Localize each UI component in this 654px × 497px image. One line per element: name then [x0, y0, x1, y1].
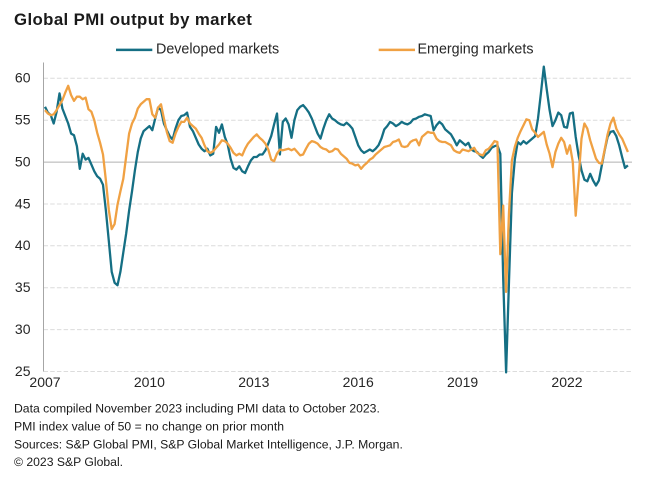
svg-text:Data compiled November 2023 in: Data compiled November 2023 including PM… — [14, 402, 380, 416]
svg-text:30: 30 — [15, 321, 31, 337]
svg-text:© 2023 S&P Global.: © 2023 S&P Global. — [14, 455, 123, 469]
svg-text:2007: 2007 — [29, 374, 60, 390]
svg-text:Global PMI output by market: Global PMI output by market — [14, 10, 252, 29]
svg-text:45: 45 — [15, 195, 31, 211]
svg-text:2013: 2013 — [238, 374, 269, 390]
svg-text:55: 55 — [15, 112, 31, 128]
svg-text:Sources: S&P Global PMI, S&P G: Sources: S&P Global PMI, S&P Global Mark… — [14, 437, 403, 451]
svg-text:60: 60 — [15, 70, 31, 86]
svg-text:2019: 2019 — [447, 374, 478, 390]
svg-text:2010: 2010 — [134, 374, 165, 390]
svg-text:50: 50 — [15, 154, 31, 170]
svg-text:Developed markets: Developed markets — [156, 42, 279, 58]
svg-text:25: 25 — [15, 363, 31, 379]
svg-text:Emerging markets: Emerging markets — [418, 42, 534, 58]
svg-text:2016: 2016 — [343, 374, 374, 390]
svg-text:PMI index value of 50 = no cha: PMI index value of 50 = no change on pri… — [14, 420, 284, 434]
svg-text:2022: 2022 — [551, 374, 582, 390]
svg-text:35: 35 — [15, 279, 31, 295]
svg-text:40: 40 — [15, 237, 31, 253]
